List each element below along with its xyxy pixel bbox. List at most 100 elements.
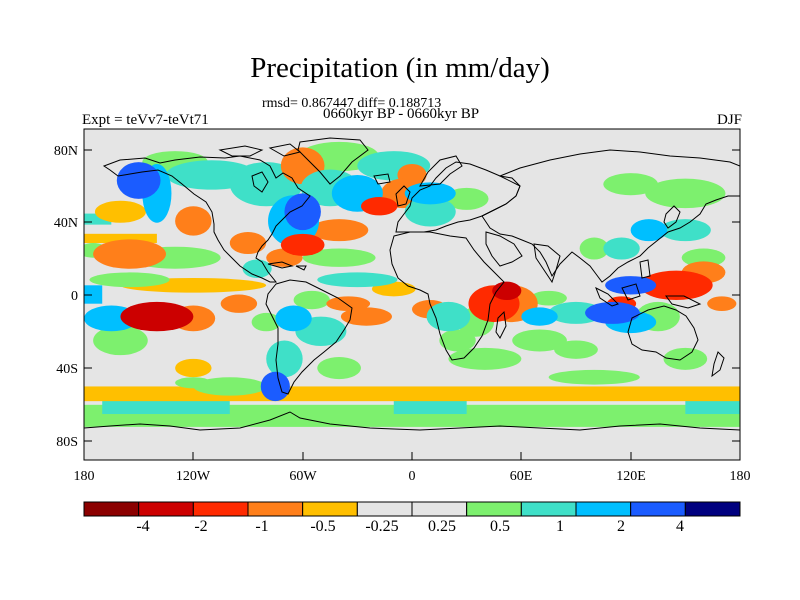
colorbar-label: 4 — [676, 518, 684, 535]
precip-anomaly-blob — [439, 329, 476, 352]
precip-anomaly-blob — [360, 197, 398, 216]
precip-anomaly-blob — [116, 162, 161, 199]
colorbar-swatch — [575, 501, 632, 517]
coast-iceland — [373, 173, 391, 185]
precip-anomaly-blob — [659, 219, 711, 242]
precip-anomaly-blob — [603, 173, 659, 196]
precip-anomaly-blob — [317, 357, 361, 380]
lat-label-80n: 80N — [54, 144, 78, 159]
coast-hudson-bay — [251, 171, 269, 193]
precip-anomaly-blob — [707, 296, 737, 312]
coast-japan — [663, 205, 681, 229]
colorbar-swatch — [247, 501, 304, 517]
colorbar-swatch — [411, 501, 468, 517]
precip-anomaly-blob — [492, 281, 522, 301]
colorbar-swatch — [356, 501, 413, 517]
coast-british-isles — [395, 185, 411, 207]
lon-label-60w: 60W — [289, 469, 317, 484]
coast-africa — [389, 231, 505, 361]
lat-label-80s: 80S — [56, 435, 78, 450]
precip-band — [84, 386, 740, 402]
coast-sumatra-borneo — [595, 283, 641, 307]
lat-label-40s: 40S — [56, 362, 78, 377]
coast-new-zealand — [711, 351, 725, 378]
colorbar-swatch — [192, 501, 249, 517]
precip-anomaly-blob — [175, 377, 212, 389]
precip-anomaly-blob — [93, 239, 166, 269]
precip-anomaly-blob — [284, 193, 321, 231]
precip-anomaly-blob — [521, 307, 558, 326]
coast-arabia — [485, 231, 523, 267]
colorbar-swatch — [684, 501, 741, 517]
precip-anomaly-blob — [193, 377, 267, 396]
precip-anomaly-blob — [242, 259, 272, 278]
colorbar-label: -0.25 — [365, 518, 399, 535]
precip-anomaly-blob — [579, 237, 609, 260]
coast-india — [533, 243, 561, 284]
lon-label-60e: 60E — [510, 469, 533, 484]
precip-field — [84, 141, 740, 427]
coast-madagascar — [495, 310, 507, 339]
coastlines — [84, 137, 740, 431]
season-label: DJF — [716, 112, 742, 128]
precip-anomaly-blob — [639, 270, 713, 301]
precip-anomaly-blob — [251, 312, 281, 332]
precip-anomaly-blob — [645, 178, 726, 209]
coast-new-guinea — [665, 295, 702, 309]
coast-europe — [395, 161, 521, 233]
precip-anomaly-blob — [630, 219, 668, 242]
lon-label-180e: 180 — [730, 469, 751, 484]
precip-anomaly-blob — [275, 305, 312, 332]
experiment-label: Expt = teVv7-teVt71 — [82, 112, 209, 128]
lon-label-120e: 120E — [616, 469, 646, 484]
coast-scandinavia — [419, 155, 463, 187]
colorbar-label: 2 — [617, 518, 625, 535]
colorbar-label: 0.25 — [428, 518, 456, 535]
coast-philippines — [639, 259, 651, 279]
coast-asia — [481, 149, 740, 283]
colorbar-label: -4 — [136, 518, 150, 535]
precip-anomaly-blob — [326, 296, 371, 312]
colorbar-label: -0.5 — [310, 518, 336, 535]
plot-title: Precipitation (in mm/day) — [250, 52, 550, 84]
precip-anomaly-blob — [340, 307, 392, 326]
axis-ticks — [83, 149, 741, 460]
precip-anomaly-blob — [293, 290, 330, 310]
coast-greenland — [297, 137, 369, 185]
precip-band — [685, 399, 740, 415]
colorbar-swatch — [466, 501, 522, 517]
precip-anomaly-blob — [302, 248, 376, 267]
coast-australia — [627, 305, 699, 361]
precip-anomaly-blob — [404, 182, 456, 205]
colorbar-label: 1 — [556, 518, 564, 535]
precip-anomaly-blob — [175, 206, 212, 236]
colorbar-swatch — [520, 501, 577, 517]
lat-label-40n: 40N — [54, 216, 78, 231]
period-label: 0660kyr BP - 0660kyr BP — [323, 106, 480, 122]
precip-anomaly-blob — [229, 231, 267, 255]
precip-anomaly-blob — [260, 371, 290, 402]
precip-anomaly-blob — [681, 248, 726, 267]
precip-anomaly-blob — [554, 340, 598, 359]
precip-anomaly-blob — [89, 272, 170, 288]
precip-anomaly-blob — [512, 329, 567, 352]
precip-anomaly-blob — [317, 272, 398, 288]
colorbar-label: -1 — [255, 518, 269, 535]
coast-antarctica — [84, 411, 740, 431]
precip-anomaly-blob — [280, 233, 325, 256]
precip-anomaly-blob — [94, 200, 146, 223]
precip-anomaly-blob — [309, 219, 369, 242]
precip-anomaly-blob — [603, 237, 640, 260]
precip-band — [84, 233, 157, 244]
precip-anomaly-blob — [404, 197, 456, 227]
precip-anomaly-blob — [266, 340, 303, 378]
precip-band — [84, 285, 103, 304]
precip-anomaly-blob — [426, 301, 471, 332]
lat-label-0: 0 — [71, 289, 78, 304]
colorbar-label: -2 — [194, 518, 208, 535]
colorbar — [83, 501, 741, 517]
rmsd-diff-label: rmsd= 0.867447 diff= 0.188713 — [262, 96, 442, 111]
precip-anomaly-blob — [93, 325, 148, 356]
precip-anomaly-blob — [585, 301, 640, 324]
